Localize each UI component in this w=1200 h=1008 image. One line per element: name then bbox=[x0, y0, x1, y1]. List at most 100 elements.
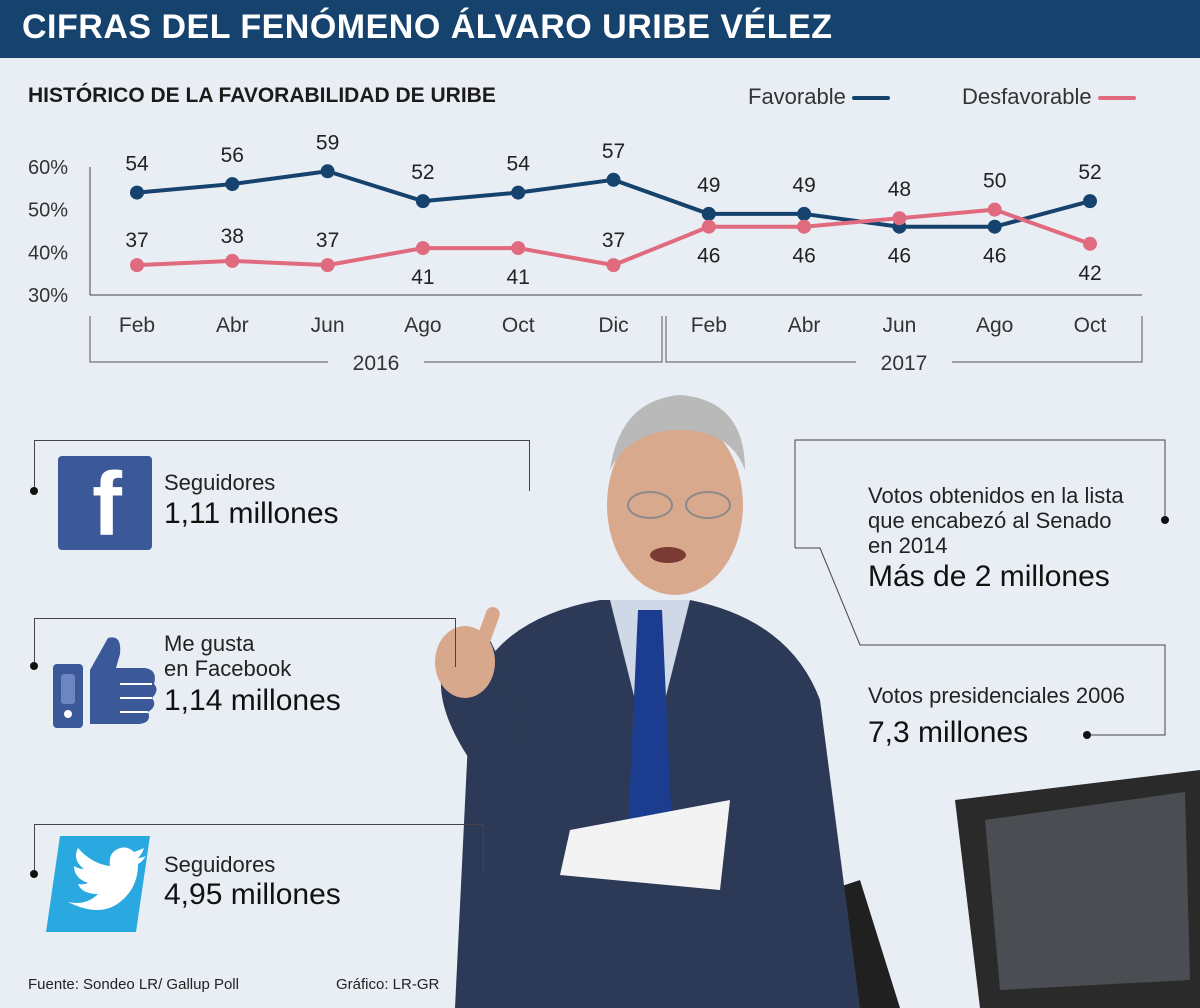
data-label-desfavorable: 41 bbox=[507, 266, 530, 289]
senate-dot bbox=[1161, 516, 1169, 524]
twitter-followers-value: 4,95 millones bbox=[164, 878, 341, 911]
data-point-desfavorable bbox=[987, 202, 1002, 217]
data-point-desfavorable bbox=[225, 253, 240, 268]
monitor-shapes bbox=[800, 770, 1200, 1008]
data-label-favorable: 52 bbox=[1078, 161, 1101, 184]
microphone-head bbox=[741, 714, 753, 738]
microphone-stem bbox=[746, 719, 812, 961]
data-point-desfavorable bbox=[415, 241, 430, 256]
speaker-head bbox=[607, 415, 743, 595]
paper-sheet bbox=[560, 800, 730, 890]
data-point-desfavorable bbox=[1083, 236, 1097, 251]
data-label-favorable: 56 bbox=[221, 144, 244, 167]
hair bbox=[610, 395, 745, 470]
senate-label-line1: Votos obtenidos en la lista bbox=[868, 483, 1124, 508]
data-point-favorable bbox=[701, 206, 716, 221]
suit-body bbox=[455, 600, 860, 1008]
year-label: 2016 bbox=[353, 352, 400, 375]
y-tick-label: 50% bbox=[28, 200, 68, 222]
legend-desfavorable-swatch bbox=[1097, 96, 1136, 101]
twitter-dot bbox=[30, 870, 38, 878]
shirt bbox=[610, 600, 690, 720]
data-point-desfavorable bbox=[701, 219, 716, 234]
legend-desfavorable: Desfavorable bbox=[962, 84, 1136, 110]
senate-label-line3: en 2014 bbox=[868, 533, 948, 558]
glasses-right bbox=[685, 491, 731, 519]
legend-desfavorable-label: Desfavorable bbox=[962, 84, 1092, 109]
likes-label-line1: Me gusta bbox=[164, 631, 255, 656]
x-tick-label: Abr bbox=[216, 314, 249, 337]
likes-label-line2: en Facebook bbox=[164, 656, 292, 681]
data-label-favorable: 57 bbox=[602, 140, 625, 163]
x-tick-label: Jun bbox=[311, 314, 345, 337]
y-tick-label: 40% bbox=[28, 242, 68, 264]
data-point-favorable bbox=[511, 185, 526, 200]
data-label-favorable: 59 bbox=[316, 131, 339, 154]
data-label-favorable: 54 bbox=[125, 153, 149, 176]
likes-dot bbox=[30, 662, 38, 670]
data-label-desfavorable: 37 bbox=[316, 229, 339, 252]
data-label-favorable: 46 bbox=[983, 245, 1006, 268]
likes-value: 1,14 millones bbox=[164, 684, 341, 717]
legend-favorable-label: Favorable bbox=[748, 84, 846, 109]
x-tick-label: Oct bbox=[1074, 314, 1107, 337]
likes-connector bbox=[34, 618, 456, 667]
year-label: 2017 bbox=[881, 352, 928, 375]
header-bar: CIFRAS DEL FENÓMENO ÁLVARO URIBE VÉLEZ bbox=[0, 0, 1200, 58]
facebook-connector bbox=[34, 440, 530, 491]
data-point-favorable bbox=[797, 206, 812, 221]
x-tick-label: Feb bbox=[119, 314, 155, 337]
data-point-desfavorable bbox=[797, 219, 812, 234]
twitter-connector bbox=[34, 824, 484, 873]
data-point-favorable bbox=[1083, 194, 1097, 209]
data-point-desfavorable bbox=[130, 258, 144, 273]
data-label-favorable: 52 bbox=[411, 161, 434, 184]
senate-value: Más de 2 millones bbox=[868, 560, 1110, 593]
chart-title: HISTÓRICO DE LA FAVORABILIDAD DE URIBE bbox=[28, 84, 496, 107]
data-label-desfavorable: 48 bbox=[888, 178, 911, 201]
twitter-bird-icon bbox=[46, 836, 150, 932]
presidential-label: Votos presidenciales 2006 bbox=[868, 683, 1125, 708]
x-tick-label: Ago bbox=[976, 314, 1013, 337]
data-label-favorable: 46 bbox=[888, 245, 911, 268]
credit-note: Gráfico: LR-GR bbox=[336, 976, 440, 993]
data-point-desfavorable bbox=[606, 258, 621, 273]
data-label-desfavorable: 46 bbox=[792, 245, 815, 268]
data-label-desfavorable: 38 bbox=[221, 225, 244, 248]
year-label-bg bbox=[856, 350, 952, 374]
favorability-chart: 60% 50% 40% 30% Feb Abr Jun Ago Oct Dic Feb Abr Jun A… bbox=[28, 131, 1143, 375]
source-note: Fuente: Sondeo LR/ Gallup Poll bbox=[28, 976, 239, 993]
year-label-bg bbox=[328, 350, 424, 374]
glasses-left bbox=[627, 491, 673, 519]
data-label-desfavorable: 37 bbox=[125, 229, 148, 252]
x-tick-label: Abr bbox=[788, 314, 821, 337]
data-label-desfavorable: 37 bbox=[602, 229, 625, 252]
data-point-favorable bbox=[987, 219, 1002, 234]
data-label-favorable: 49 bbox=[792, 174, 815, 197]
legend-favorable-swatch bbox=[851, 96, 890, 101]
data-label-desfavorable: 42 bbox=[1078, 262, 1101, 285]
facebook-icon: f bbox=[58, 456, 152, 550]
page-title: CIFRAS DEL FENÓMENO ÁLVARO URIBE VÉLEZ bbox=[22, 8, 833, 46]
thumbs-up-icon bbox=[53, 637, 157, 728]
data-point-desfavorable bbox=[892, 211, 907, 226]
data-point-desfavorable bbox=[511, 241, 526, 256]
presidential-value: 7,3 millones bbox=[868, 716, 1029, 749]
data-point-favorable bbox=[415, 194, 430, 209]
data-label-favorable: 54 bbox=[507, 153, 531, 176]
x-tick-label: Jun bbox=[882, 314, 916, 337]
data-point-favorable bbox=[130, 185, 144, 200]
facebook-followers-value: 1,11 millones bbox=[164, 497, 339, 530]
data-label-desfavorable: 46 bbox=[697, 245, 720, 268]
data-label-desfavorable: 50 bbox=[983, 170, 1006, 193]
x-tick-label: Oct bbox=[502, 314, 535, 337]
facebook-dot bbox=[30, 487, 38, 495]
data-label-desfavorable: 41 bbox=[411, 266, 434, 289]
mouth bbox=[650, 547, 686, 563]
data-point-favorable bbox=[320, 164, 335, 179]
x-tick-label: Dic bbox=[598, 314, 628, 337]
raised-finger bbox=[473, 607, 500, 655]
y-tick-label: 30% bbox=[28, 285, 68, 307]
facebook-followers-label: Seguidores bbox=[164, 470, 276, 495]
x-tick-label: Feb bbox=[691, 314, 727, 337]
